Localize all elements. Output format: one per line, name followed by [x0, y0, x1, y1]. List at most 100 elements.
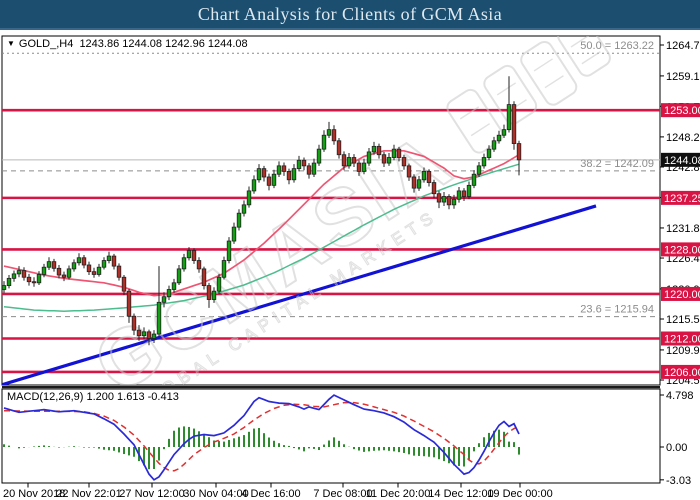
candle-bull	[171, 282, 177, 290]
candle-bull	[211, 290, 217, 300]
macd-axis-label: 4.798	[666, 390, 694, 402]
time-tick-label: 11 Dec 20:00	[366, 488, 431, 500]
candle-bear	[406, 165, 412, 178]
candle-bear	[201, 268, 207, 286]
candle-bull	[16, 270, 22, 275]
candle-bull	[291, 168, 297, 181]
candle-bull	[346, 157, 352, 167]
price-tick-label: 1215.50	[666, 314, 700, 326]
macd-axis-label: -3.03	[666, 475, 691, 487]
ma-fast-line	[3, 149, 520, 297]
candle-bear	[281, 165, 287, 172]
time-tick-label: 20 Nov 2018	[3, 488, 65, 500]
candle-bull	[296, 159, 302, 170]
candle-bull	[251, 179, 257, 192]
candle-bull	[471, 173, 477, 186]
candle-bear	[56, 267, 62, 276]
panel-separator[interactable]	[2, 386, 660, 389]
time-tick-label: 27 Nov 12:00	[119, 488, 184, 500]
candle-bull	[271, 173, 277, 186]
candle-bear	[376, 145, 382, 156]
candle-bear	[436, 193, 442, 203]
fib-label: 38.2 = 1242.09	[580, 158, 654, 170]
candle-bear	[126, 290, 132, 317]
candle-bear	[91, 271, 97, 275]
level-price-badge	[661, 364, 700, 379]
candle-bear	[266, 176, 272, 186]
candle-bear	[286, 171, 292, 181]
level-badge-label: 1212.00	[664, 334, 700, 346]
trend-line[interactable]	[2, 204, 597, 385]
candle-bear	[306, 165, 312, 175]
candle-bear	[261, 168, 267, 178]
candle-bear	[116, 265, 122, 278]
candle-bear	[26, 276, 32, 283]
candle-bear	[206, 285, 212, 300]
level-price-badge	[661, 103, 700, 118]
candle-bear	[81, 257, 87, 266]
candle-bear	[401, 157, 407, 167]
macd-plot-frame[interactable]	[1, 388, 661, 484]
candle-bull	[71, 262, 77, 270]
fib-label: 50.0 = 1263.22	[580, 40, 654, 52]
candle-bull	[186, 250, 192, 259]
candle-bull	[66, 268, 72, 278]
candle-bear	[331, 129, 337, 142]
time-tick-label: 7 Dec 08:00	[313, 488, 372, 500]
candle-bear	[336, 140, 342, 156]
candle-bull	[216, 276, 222, 292]
candle-bull	[166, 289, 172, 298]
candle-bull	[41, 266, 47, 275]
candle-bull	[486, 148, 492, 158]
watermark-glyph	[483, 64, 538, 125]
macd-axis-label: 0.00	[666, 442, 687, 454]
level-badge-label: 1220.00	[664, 289, 700, 301]
candle-bull	[491, 140, 497, 150]
price-tick-label: 1264.70	[666, 40, 700, 52]
time-tick-label: 19 Dec 00:00	[487, 488, 552, 500]
page-title: Chart Analysis for Clients of GCM Asia	[197, 3, 503, 24]
candle-bull	[416, 179, 422, 189]
candle-bull	[2, 285, 7, 290]
time-tick-label: 14 Dec 12:00	[428, 488, 493, 500]
candle-bull	[456, 190, 462, 200]
title-bar: Chart Analysis for Clients of GCM Asia	[0, 0, 700, 30]
candle-bull	[151, 333, 157, 339]
price-tick-label: 1248.20	[666, 132, 700, 144]
candlestick-layer[interactable]	[2, 76, 522, 346]
level-price-badge	[661, 286, 700, 301]
candle-bull	[321, 134, 327, 150]
candle-bull	[311, 162, 317, 175]
candle-bull	[481, 157, 487, 167]
candle-bull	[96, 266, 102, 275]
candle-bull	[506, 104, 512, 131]
candle-bull	[466, 184, 472, 197]
main-plot-frame[interactable]	[1, 35, 661, 386]
current-price-badge-label: 1244.08	[664, 155, 700, 167]
candle-bull	[161, 296, 167, 303]
candle-bear	[516, 143, 522, 161]
chevron-down-icon: ▼	[7, 39, 15, 48]
macd-layer[interactable]	[3, 394, 520, 481]
level-price-badge	[661, 331, 700, 346]
candle-bull	[326, 129, 332, 136]
candle-bear	[356, 162, 362, 172]
candle-bull	[371, 145, 377, 153]
level-badge-label: 1237.25	[664, 193, 700, 205]
candle-bear	[31, 281, 37, 284]
candle-bull	[36, 274, 42, 284]
candle-bull	[246, 190, 252, 206]
candle-bear	[351, 157, 357, 164]
candle-bull	[496, 134, 502, 142]
candle-bear	[51, 261, 57, 269]
current-price-badge	[661, 152, 700, 167]
candle-bull	[366, 151, 372, 164]
candle-bull	[76, 257, 82, 264]
watermark-glyph	[446, 88, 504, 154]
candle-bull	[391, 148, 397, 158]
candle-bull	[101, 260, 107, 268]
symbol-ohlc-label: ▼ GOLD_,H4 1243.86 1244.08 1242.96 1244.0…	[7, 38, 248, 50]
candle-bull	[276, 165, 282, 175]
